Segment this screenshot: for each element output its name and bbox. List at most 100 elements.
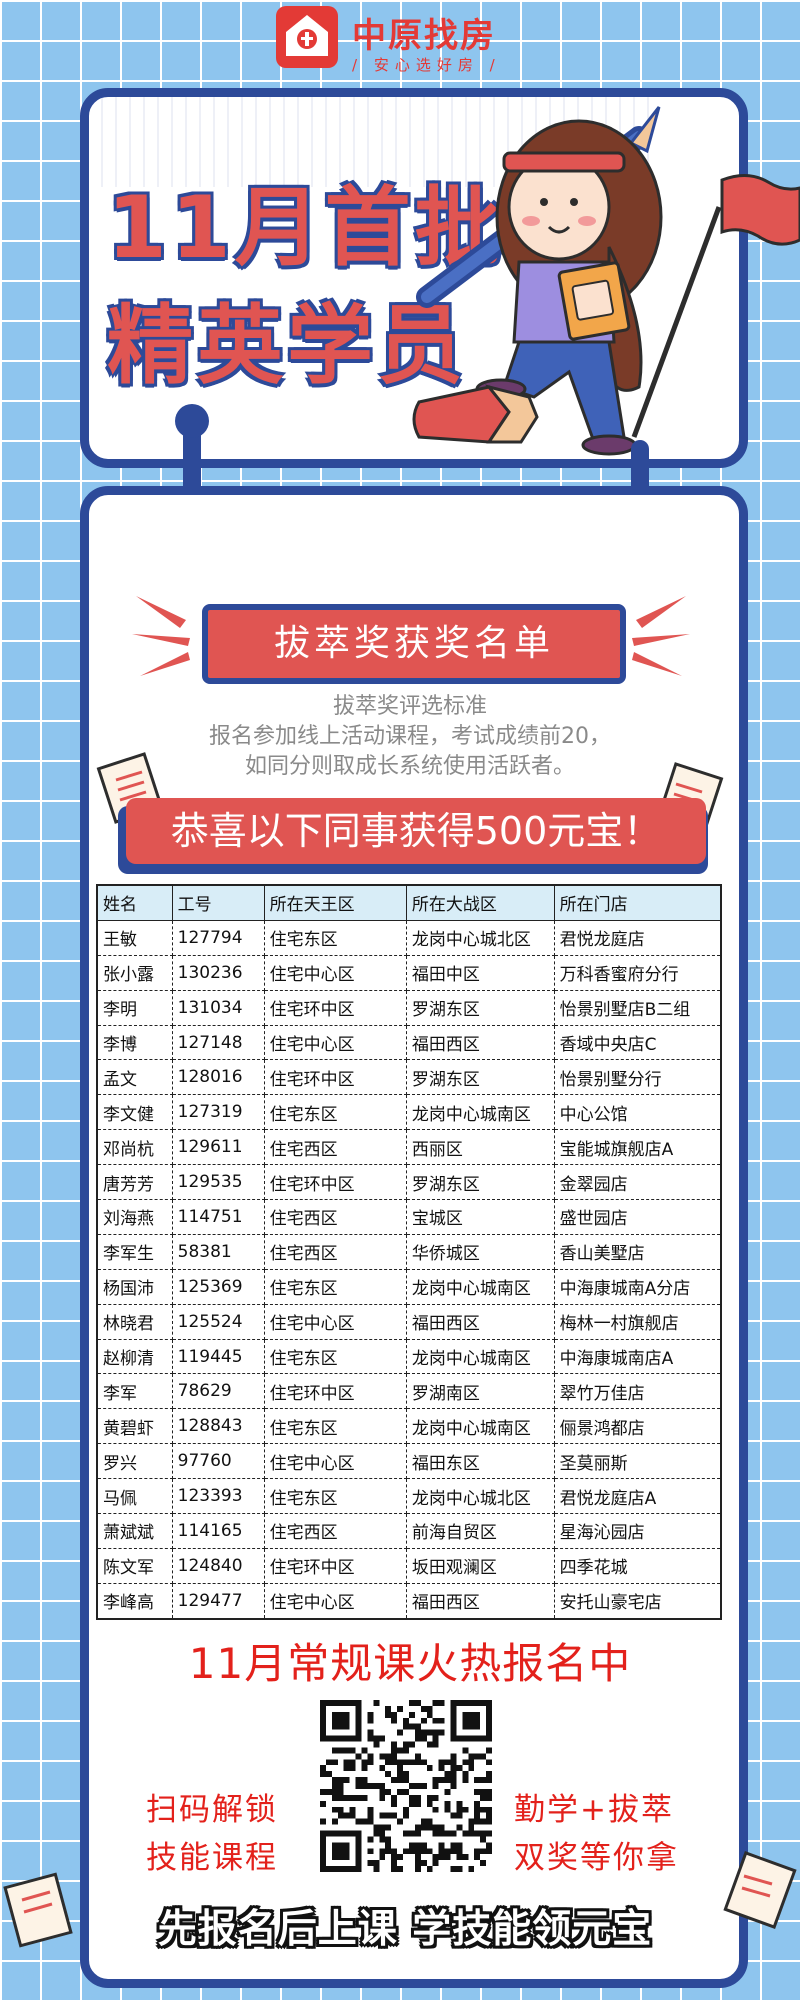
criteria-line-1: 报名参加线上活动课程，考试成绩前20，	[209, 724, 611, 749]
table-row: 孟文 128016 住宅环中区 罗湖东区 怡景别墅分行	[96, 1059, 722, 1096]
table-cell: 怡景别墅店B二组	[553, 989, 722, 1026]
table-cell: 张小露	[96, 954, 173, 991]
winners-table: 姓名 工号 所在天王区 所在大战区 所在门店 王敏 127794 住宅东区 龙岗中心城北区 君悦龙…	[96, 884, 722, 1620]
promo-left-line-1: 扫码解锁	[146, 1792, 278, 1828]
left-top-knob	[175, 404, 209, 438]
table-header-cell: 所在天王区	[263, 884, 407, 921]
table-cell: 福田西区	[405, 1582, 555, 1620]
table-cell: 福田西区	[405, 1024, 555, 1061]
table-row: 刘海燕 114751 住宅西区 宝城区 盛世园店	[96, 1199, 722, 1235]
table-cell: 住宅中心区	[263, 954, 407, 991]
table-cell: 龙岗中心城北区	[405, 1478, 555, 1515]
table-row: 李文健 127319 住宅东区 龙岗中心城南区 中心公馆	[96, 1094, 722, 1131]
table-cell: 129477	[171, 1582, 265, 1620]
table-cell: 李明	[96, 989, 173, 1026]
table-cell: 龙岗中心城南区	[405, 1268, 555, 1305]
table-cell: 唐芳芳	[96, 1164, 173, 1201]
table-cell: 58381	[171, 1233, 265, 1270]
table-cell: 龙岗中心城南区	[405, 1408, 555, 1445]
table-cell: 圣莫丽斯	[553, 1443, 722, 1480]
table-cell: 住宅东区	[263, 1268, 407, 1305]
table-cell: 宝城区	[405, 1199, 555, 1235]
qr-code[interactable]	[320, 1700, 492, 1872]
table-row: 罗兴 97760 住宅中心区 福田东区 圣莫丽斯	[96, 1443, 722, 1480]
table-row: 王敏 127794 住宅东区 龙岗中心城北区 君悦龙庭店	[96, 919, 722, 956]
table-cell: 李军生	[96, 1233, 173, 1270]
table-cell: 罗湖东区	[405, 989, 555, 1026]
table-cell: 华侨城区	[405, 1233, 555, 1270]
hero-title-line-1: 11月首批	[107, 178, 505, 278]
table-header-cell: 工号	[171, 884, 265, 921]
table-cell: 住宅环中区	[263, 1059, 407, 1096]
hero-card: 11月首批 精英学员	[80, 88, 748, 468]
table-cell: 杨国沛	[96, 1268, 173, 1305]
table-cell: 125369	[171, 1268, 265, 1305]
table-cell: 邓尚杭	[96, 1129, 173, 1166]
table-cell: 福田西区	[405, 1303, 555, 1340]
table-row: 黄碧虾 128843 住宅东区 龙岗中心城南区 俪景鸿都店	[96, 1408, 722, 1445]
student-illustration	[412, 106, 722, 456]
table-cell: 星海沁园店	[553, 1513, 722, 1549]
house-logo-icon	[276, 6, 338, 68]
table-cell: 住宅东区	[263, 1408, 407, 1445]
table-cell: 梅林一村旗舰店	[553, 1303, 722, 1340]
congrats-banner: 恭喜以下同事获得500元宝！	[126, 798, 706, 864]
table-row: 萧斌斌 114165 住宅西区 前海自贸区 星海沁园店	[96, 1513, 722, 1549]
table-cell: 129535	[171, 1164, 265, 1201]
table-cell: 四季花城	[553, 1547, 722, 1584]
table-cell: 香山美墅店	[553, 1233, 722, 1270]
paper-note-bottom-right-icon	[723, 1850, 797, 1930]
brand-name: 中原找房	[352, 16, 496, 56]
table-row: 李峰高 129477 住宅中心区 福田西区 安托山豪宅店	[96, 1582, 722, 1620]
table-header-cell: 所在大战区	[405, 884, 555, 921]
table-cell: 安托山豪宅店	[553, 1582, 722, 1620]
criteria-title: 拔萃奖评选标准	[332, 694, 487, 719]
table-cell: 127319	[171, 1094, 265, 1131]
promo-left-line-2: 技能课程	[146, 1840, 278, 1876]
table-row: 林晓君 125524 住宅中心区 福田西区 梅林一村旗舰店	[96, 1303, 722, 1340]
table-cell: 罗湖东区	[405, 1059, 555, 1096]
table-cell: 住宅东区	[263, 1478, 407, 1515]
table-cell: 李峰高	[96, 1582, 173, 1620]
table-cell: 住宅西区	[263, 1233, 407, 1270]
red-flag-icon	[720, 174, 800, 246]
table-cell: 住宅中心区	[263, 1582, 407, 1620]
table-cell: 131034	[171, 989, 265, 1026]
table-cell: 114751	[171, 1199, 265, 1235]
left-burst-icon	[132, 596, 190, 676]
table-cell: 119445	[171, 1338, 265, 1375]
table-cell: 127148	[171, 1024, 265, 1061]
table-cell: 林晓君	[96, 1303, 173, 1340]
bottom-slogan: 先报名后上课 学技能领元宝	[157, 1907, 653, 1952]
table-cell: 王敏	[96, 919, 173, 956]
table-row: 李军生 58381 住宅西区 华侨城区 香山美墅店	[96, 1233, 722, 1270]
table-cell: 住宅环中区	[263, 989, 407, 1026]
table-cell: 125524	[171, 1303, 265, 1340]
table-cell: 住宅西区	[263, 1129, 407, 1166]
right-burst-icon	[632, 596, 690, 676]
table-cell: 78629	[171, 1373, 265, 1410]
table-header-cell: 姓名	[96, 884, 173, 921]
table-cell: 龙岗中心城北区	[405, 919, 555, 956]
table-cell: 马佩	[96, 1478, 173, 1515]
table-cell: 盛世园店	[553, 1199, 722, 1235]
table-cell: 123393	[171, 1478, 265, 1515]
table-cell: 128843	[171, 1408, 265, 1445]
table-cell: 福田东区	[405, 1443, 555, 1480]
brand-slogan: / 安心选好房 /	[352, 56, 501, 74]
table-cell: 124840	[171, 1547, 265, 1584]
table-row: 马佩 123393 住宅东区 龙岗中心城北区 君悦龙庭店A	[96, 1478, 722, 1515]
table-cell: 住宅环中区	[263, 1164, 407, 1201]
promo-right-line-2: 双奖等你拿	[514, 1840, 679, 1876]
table-cell: 陈文军	[96, 1547, 173, 1584]
table-cell: 龙岗中心城南区	[405, 1094, 555, 1131]
table-cell: 住宅中心区	[263, 1443, 407, 1480]
table-cell: 住宅东区	[263, 1338, 407, 1375]
table-cell: 福田中区	[405, 954, 555, 991]
table-cell: 萧斌斌	[96, 1513, 173, 1549]
award-banner: 拔萃奖获奖名单	[202, 604, 626, 684]
table-cell: 住宅东区	[263, 919, 407, 956]
table-cell: 住宅环中区	[263, 1373, 407, 1410]
table-cell: 罗兴	[96, 1443, 173, 1480]
table-cell: 刘海燕	[96, 1199, 173, 1235]
